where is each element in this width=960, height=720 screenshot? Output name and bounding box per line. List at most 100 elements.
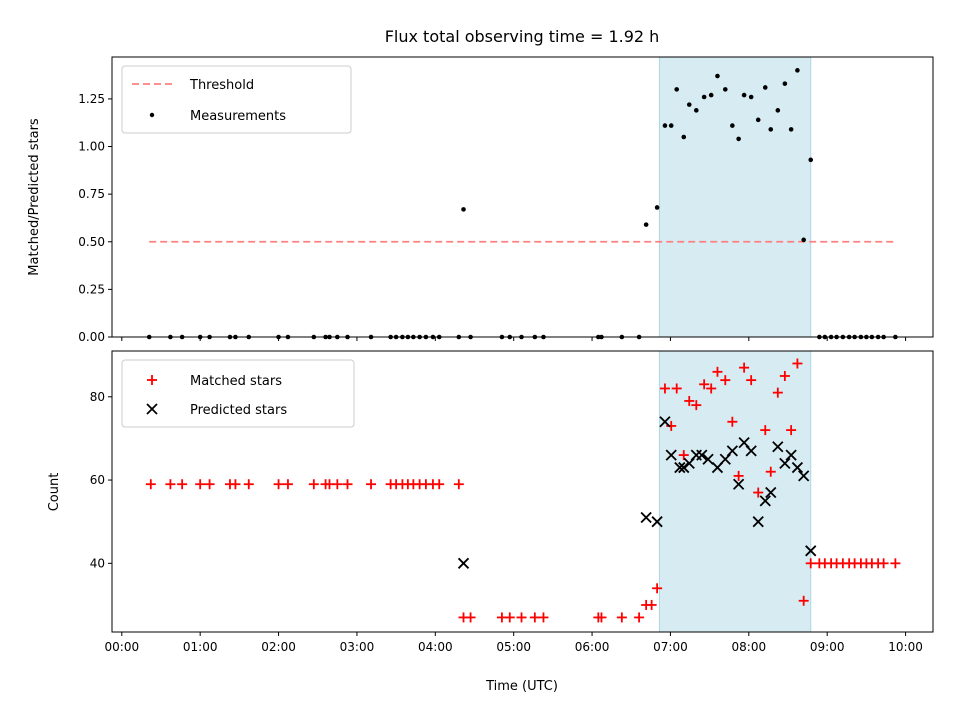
matched-star-point [706, 383, 717, 394]
matched-star-point [739, 362, 750, 373]
matched-star-point [366, 479, 377, 490]
measurement-point [715, 73, 720, 79]
x-axis-label: Time (UTC) [485, 679, 558, 694]
predicted-star-point [805, 545, 817, 557]
bottom-y-axis-label: Count [47, 473, 62, 512]
matched-star-point [746, 375, 757, 386]
matched-star-point [332, 479, 343, 490]
matched-star-point [342, 479, 353, 490]
predicted-star-point [678, 461, 690, 474]
bottom-panel-frame [111, 350, 934, 633]
matched-star-point [727, 416, 738, 427]
matched-star-point [273, 479, 284, 490]
measurement-point [801, 237, 806, 243]
predicted-star-point [665, 449, 677, 461]
predicted-star-point [752, 516, 764, 528]
matched-star-point [434, 479, 445, 490]
top-y-tick-label: 0.75 [78, 187, 105, 201]
top-y-tick-label: 1.25 [78, 92, 105, 106]
matched-star-point [753, 487, 764, 498]
matched-star-point [792, 358, 803, 369]
x-tick-label: 00:00 [105, 640, 140, 654]
matched-star-point [798, 595, 809, 606]
top-legend-box [121, 65, 352, 134]
matched-star-point [652, 583, 663, 594]
measurement-point [748, 94, 754, 100]
matched-star-point [177, 479, 188, 490]
matched-star-point [308, 479, 319, 490]
matched-star-point [453, 479, 464, 490]
predicted-star-point [785, 449, 797, 461]
measurement-point [701, 94, 707, 100]
matched-star-point [204, 479, 215, 490]
predicted-star-point [659, 416, 671, 428]
matched-star-point [772, 387, 783, 398]
x-tick-label: 08:00 [732, 640, 767, 654]
matched-star-point [145, 479, 156, 490]
matched-star-point [529, 612, 540, 623]
matched-star-point [760, 425, 771, 436]
matched-star-point [516, 612, 527, 623]
matched-star-point [720, 375, 731, 386]
matched-star-point [195, 479, 206, 490]
matched-star-point [596, 612, 607, 623]
predicted-star-point [696, 449, 708, 461]
top-y-tick-label: 0.25 [78, 282, 105, 296]
matched-star-point [616, 612, 627, 623]
measurement-point [723, 87, 728, 92]
measurement-point [674, 87, 680, 92]
measurement-point [686, 102, 692, 107]
top-panel: 0.00 0.25 0.50 0.75 1.00 1.25 Matched/Predict… [27, 56, 934, 344]
x-tick-label: 04:00 [418, 640, 453, 654]
matched-star-point [712, 366, 723, 377]
bot-y-tick-label: 60 [90, 473, 105, 487]
x-tick-label: 03:00 [340, 640, 375, 654]
matched-star-point [538, 612, 549, 623]
matched-star-point [671, 383, 682, 394]
matched-star-point [165, 479, 176, 490]
measurement-point [741, 92, 747, 98]
measurement-point [730, 123, 735, 128]
matched-star-point [659, 383, 670, 394]
bot-y-tick-label: 40 [90, 556, 105, 570]
top-panel-frame [111, 56, 934, 338]
measurement-point [643, 222, 649, 227]
predicted-star-point [759, 495, 771, 507]
measurement-point [788, 127, 794, 132]
matched-star-point [765, 466, 776, 477]
measurement-point [461, 207, 466, 212]
measurement-point [755, 117, 761, 123]
top-y-tick-label: 0.00 [78, 330, 105, 344]
predicted-star-point [640, 511, 652, 524]
predicted-star-point [674, 461, 686, 474]
matched-star-point [282, 479, 293, 490]
measurement-point [808, 157, 814, 163]
predicted-star-point [726, 445, 738, 457]
legend-measurements-swatch [149, 112, 155, 118]
bot-highlight-span [658, 350, 812, 633]
bottom-legend-box [121, 359, 355, 428]
measurement-point [694, 108, 699, 113]
chart-title: Flux total observing time = 1.92 h [385, 27, 660, 46]
matched-star-point [678, 450, 689, 461]
measurement-point [795, 68, 800, 73]
predicted-star-point [779, 457, 791, 470]
x-tick-label: 07:00 [653, 640, 688, 654]
predicted-star-point [745, 445, 757, 457]
measurement-point [654, 205, 660, 210]
bot-y-tick-label: 80 [90, 390, 105, 404]
matched-star-point [878, 558, 889, 569]
legend-predicted-swatch [146, 403, 158, 415]
matched-star-point [230, 479, 241, 490]
predicted-star-point [772, 441, 784, 453]
predicted-star-point [765, 486, 777, 499]
predicted-star-point [457, 557, 470, 569]
legend-threshold-label: Threshold [189, 78, 254, 93]
measurement-point [662, 123, 668, 128]
measurement-point [782, 81, 788, 86]
x-tick-label: 05:00 [496, 640, 531, 654]
predicted-star-point [791, 461, 804, 474]
top-y-tick-label: 0.50 [78, 235, 105, 249]
measurement-point [668, 123, 674, 128]
measurement-point [736, 136, 741, 142]
